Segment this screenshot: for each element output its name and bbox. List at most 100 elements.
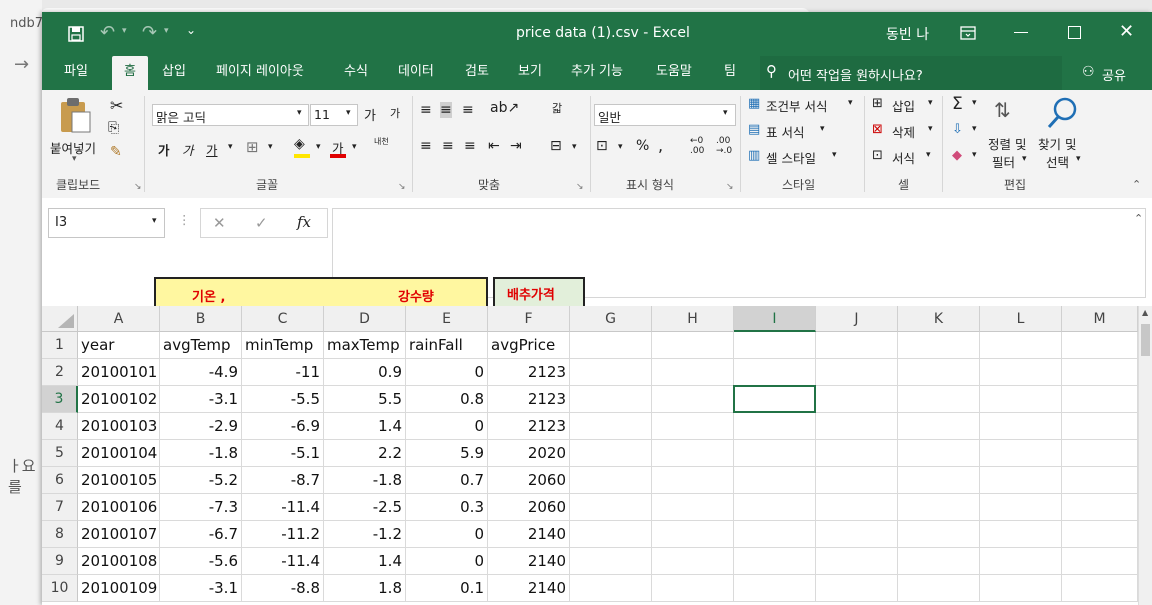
row-header-7[interactable]: 7 [42,494,78,521]
enter-icon[interactable]: ✓ [255,214,268,232]
grow-font-button[interactable]: 가 [364,109,376,124]
align-top-icon[interactable]: ≡ [420,102,432,118]
data-cell[interactable] [570,413,652,440]
data-cell[interactable] [734,413,816,440]
column-header-b[interactable]: B [160,306,242,332]
data-cell[interactable] [980,467,1062,494]
align-bottom-icon[interactable]: ≡ [462,102,474,118]
paste-label[interactable]: 붙여넣기 [50,141,97,156]
delete-cells-button[interactable]: 삭제 [892,125,916,140]
data-cell[interactable]: -11 [242,359,324,386]
data-cell[interactable]: 2123 [488,386,570,413]
paste-icon[interactable] [58,96,92,134]
orientation-icon[interactable]: ab↗ [490,100,520,116]
data-cell[interactable] [1062,494,1138,521]
row-header-4[interactable]: 4 [42,413,78,440]
data-cell[interactable] [570,359,652,386]
share-button[interactable]: 공유 [1102,69,1126,84]
data-cell[interactable] [734,359,816,386]
underline-dropdown-icon[interactable]: ▾ [228,142,233,152]
data-cell[interactable] [898,494,980,521]
data-cell[interactable]: 20100105 [78,467,160,494]
row-header-3[interactable]: 3 [42,386,78,413]
data-cell[interactable]: 20100104 [78,440,160,467]
person-icon[interactable]: ⚇ [1082,64,1095,80]
increase-indent-icon[interactable]: ⇥ [510,138,522,154]
wrap-text-button[interactable]: 갋 [552,102,563,115]
decrease-indent-icon[interactable]: ⇤ [488,138,500,154]
column-header-c[interactable]: C [242,306,324,332]
data-cell[interactable] [980,413,1062,440]
data-cell[interactable]: -8.8 [242,575,324,602]
header-cell[interactable] [734,332,816,359]
tab-help[interactable]: 도움말 [656,64,692,79]
minimize-icon[interactable] [1014,32,1028,33]
header-cell[interactable] [816,332,898,359]
conditional-formatting-button[interactable]: 조건부 서식 [766,99,828,114]
close-icon[interactable]: ✕ [1119,21,1135,42]
data-cell[interactable] [980,494,1062,521]
data-cell[interactable]: 0.9 [324,359,406,386]
row-header-9[interactable]: 9 [42,548,78,575]
data-cell[interactable] [652,440,734,467]
align-middle-icon[interactable]: ≡ [440,102,452,118]
customize-qat-icon[interactable]: ⌄ [186,23,197,37]
data-cell[interactable]: -6.9 [242,413,324,440]
column-header-j[interactable]: J [816,306,898,332]
column-header-i[interactable]: I [734,306,816,332]
tab-view[interactable]: 보기 [518,64,542,79]
format-painter-icon[interactable]: ✎ [110,144,122,160]
number-format-select[interactable]: 일반 ▾ [594,104,736,126]
data-cell[interactable]: 2020 [488,440,570,467]
data-cell[interactable]: -3.1 [160,575,242,602]
data-cell[interactable] [652,494,734,521]
data-cell[interactable] [734,521,816,548]
header-cell[interactable]: rainFall [406,332,488,359]
redo-icon[interactable]: ↷ [142,22,158,43]
header-cell[interactable]: avgTemp [160,332,242,359]
find-select-label-1[interactable]: 찾기 및 [1038,137,1077,152]
name-box[interactable]: I3 ▾ [48,208,165,238]
align-center-icon[interactable]: ≡ [442,138,454,154]
tab-data[interactable]: 데이터 [398,64,434,79]
data-cell[interactable]: -11.2 [242,521,324,548]
tab-formulas[interactable]: 수식 [344,64,368,79]
header-cell[interactable]: minTemp [242,332,324,359]
fill-dropdown-icon[interactable]: ▾ [316,142,321,152]
data-cell[interactable]: 2060 [488,494,570,521]
data-cell[interactable]: 1.8 [324,575,406,602]
data-cell[interactable] [734,494,816,521]
tab-insert[interactable]: 삽입 [162,64,186,79]
header-cell[interactable] [980,332,1062,359]
undo-icon[interactable]: ↶ [100,22,116,43]
data-cell[interactable] [1062,440,1138,467]
font-size-select[interactable]: 11 ▾ [310,104,358,126]
data-cell[interactable] [652,575,734,602]
data-cell[interactable] [980,548,1062,575]
eraser-icon[interactable]: ◆ [952,148,962,163]
fill-down-icon[interactable]: ⇩ [952,122,963,137]
number-launcher-icon[interactable]: ↘ [726,182,734,192]
vertical-scrollbar[interactable]: ▲ [1138,306,1152,605]
redo-dropdown-icon[interactable]: ▾ [164,26,169,36]
accounting-dropdown-icon[interactable]: ▾ [618,142,623,152]
data-cell[interactable]: 20100106 [78,494,160,521]
comma-button[interactable]: , [658,136,664,155]
data-cell[interactable] [1062,575,1138,602]
column-header-k[interactable]: K [898,306,980,332]
data-cell[interactable]: -11.4 [242,494,324,521]
data-cell[interactable]: -5.5 [242,386,324,413]
data-cell[interactable] [816,575,898,602]
percent-button[interactable]: % [636,138,650,154]
data-cell[interactable]: 0 [406,548,488,575]
data-cell[interactable]: 2140 [488,548,570,575]
data-cell[interactable] [1062,548,1138,575]
scroll-thumb[interactable] [1141,324,1150,356]
maximize-icon[interactable] [1068,26,1081,39]
data-cell[interactable]: -6.7 [160,521,242,548]
data-cell[interactable] [1062,413,1138,440]
cell-styles-button[interactable]: 셀 스타일 [766,151,816,166]
font-launcher-icon[interactable]: ↘ [398,182,406,192]
row-header-6[interactable]: 6 [42,467,78,494]
data-cell[interactable]: -1.8 [160,440,242,467]
